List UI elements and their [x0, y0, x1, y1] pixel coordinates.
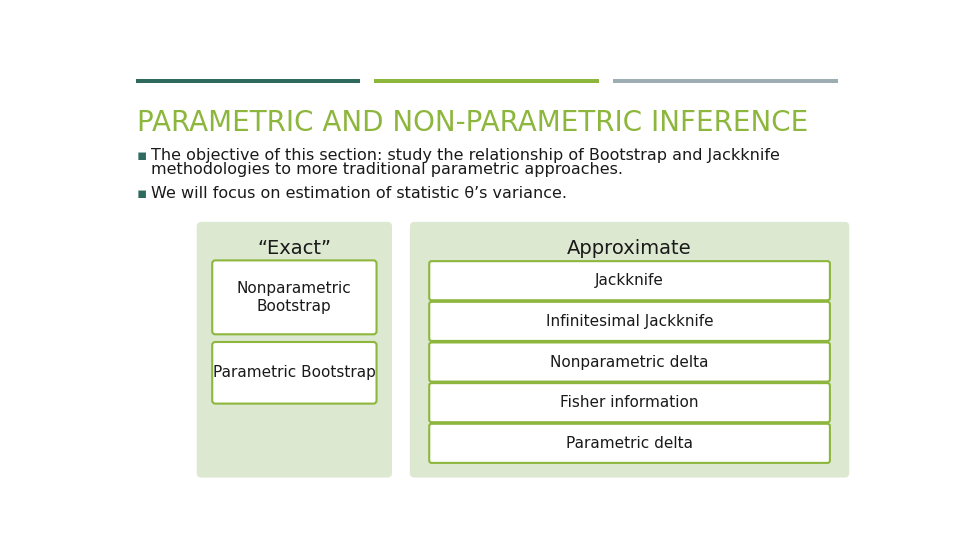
- Text: methodologies to more traditional parametric approaches.: methodologies to more traditional parame…: [151, 162, 623, 177]
- FancyBboxPatch shape: [197, 222, 392, 477]
- FancyBboxPatch shape: [429, 342, 829, 382]
- Text: PARAMETRIC AND NON-PARAMETRIC INFERENCE: PARAMETRIC AND NON-PARAMETRIC INFERENCE: [137, 110, 808, 138]
- Text: Infinitesimal Jackknife: Infinitesimal Jackknife: [545, 314, 713, 329]
- Text: “Exact”: “Exact”: [257, 239, 331, 258]
- FancyBboxPatch shape: [429, 261, 829, 300]
- Text: Jackknife: Jackknife: [595, 273, 664, 288]
- Text: ▪: ▪: [137, 186, 148, 201]
- Text: Nonparametric
Bootstrap: Nonparametric Bootstrap: [237, 281, 351, 314]
- Text: Approximate: Approximate: [567, 239, 692, 258]
- Text: The objective of this section: study the relationship of Bootstrap and Jackknife: The objective of this section: study the…: [151, 148, 780, 163]
- Text: Fisher information: Fisher information: [561, 395, 699, 410]
- FancyBboxPatch shape: [410, 222, 850, 477]
- FancyBboxPatch shape: [429, 383, 829, 422]
- FancyBboxPatch shape: [212, 260, 376, 334]
- Text: ▪: ▪: [137, 148, 148, 163]
- Text: Parametric delta: Parametric delta: [566, 436, 693, 451]
- Bar: [374, 79, 599, 83]
- Text: Nonparametric delta: Nonparametric delta: [550, 355, 708, 369]
- Bar: [612, 79, 838, 83]
- Text: We will focus on estimation of statistic θ’s variance.: We will focus on estimation of statistic…: [151, 186, 567, 201]
- Bar: [135, 79, 360, 83]
- FancyBboxPatch shape: [429, 302, 829, 341]
- FancyBboxPatch shape: [429, 424, 829, 463]
- Text: Parametric Bootstrap: Parametric Bootstrap: [213, 365, 375, 380]
- FancyBboxPatch shape: [212, 342, 376, 403]
